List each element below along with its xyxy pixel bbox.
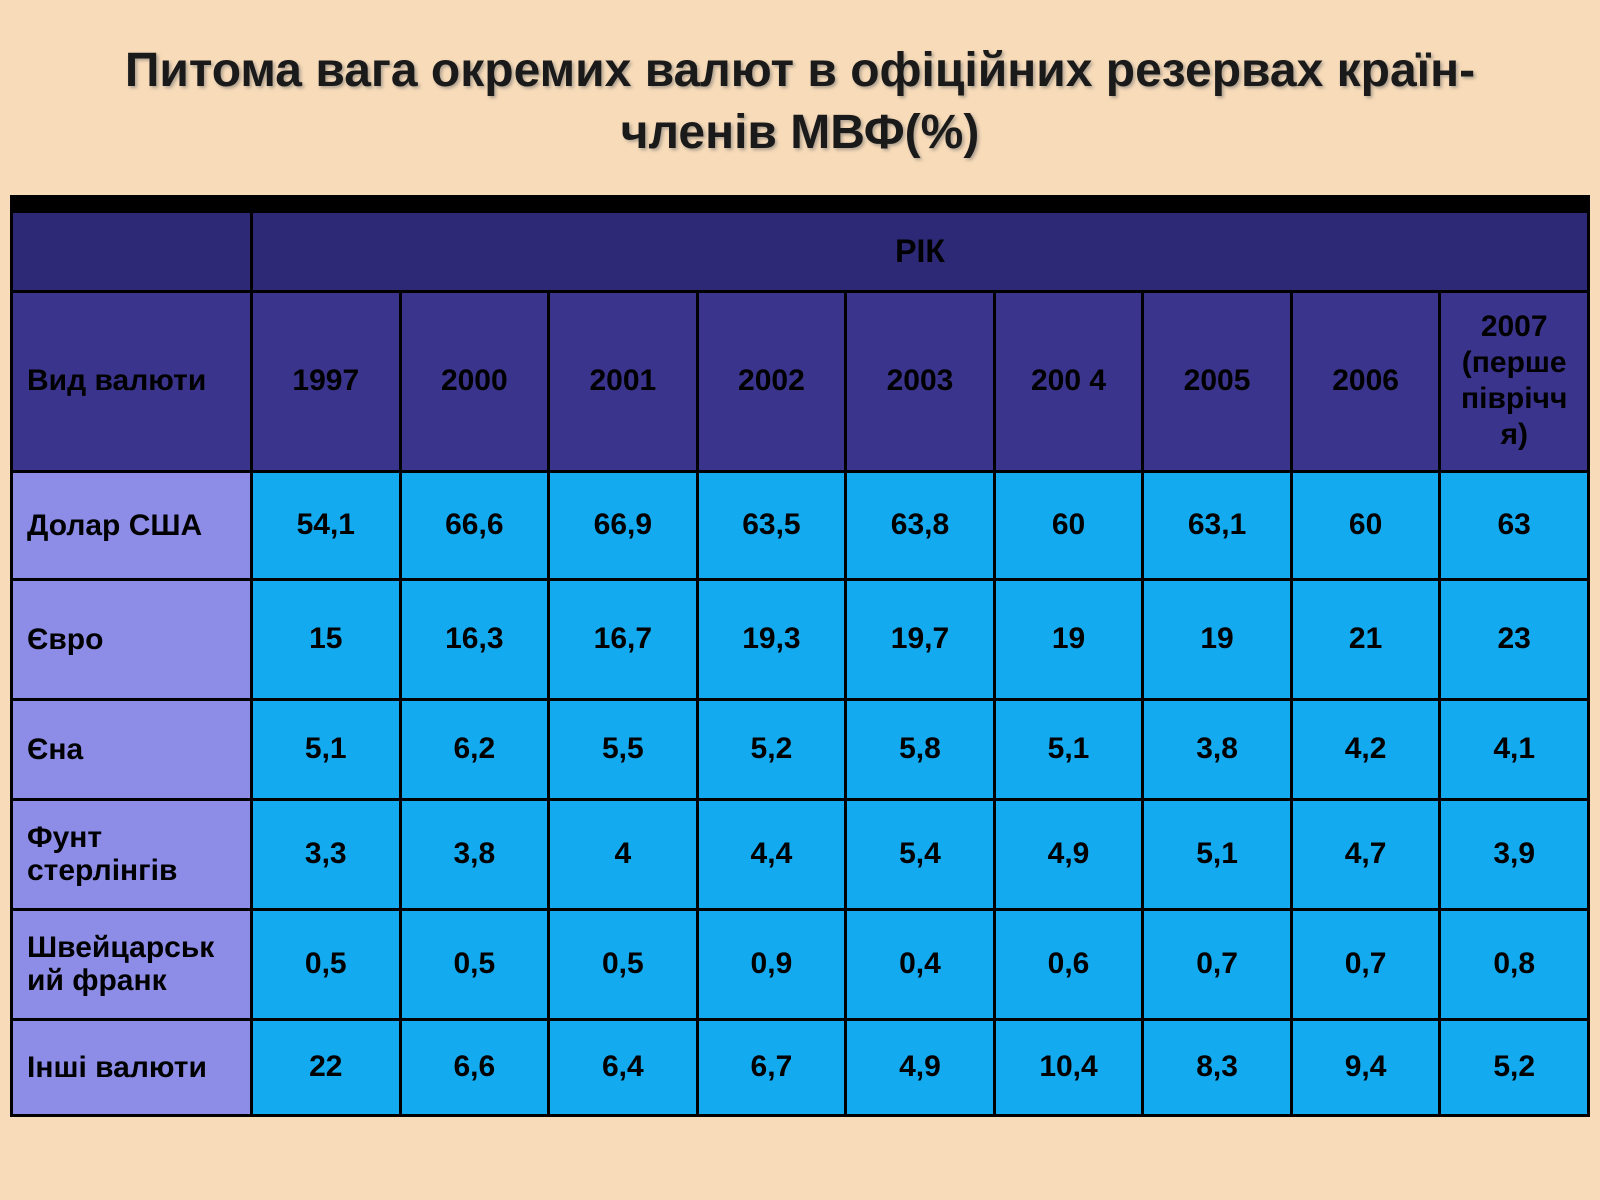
data-cell: 66,9 bbox=[549, 471, 698, 579]
currency-row-label: Швейцарськ ий франк bbox=[12, 909, 252, 1019]
data-cell: 10,4 bbox=[994, 1019, 1143, 1115]
year-column-header: 2006 bbox=[1291, 291, 1440, 471]
data-cell: 19 bbox=[994, 579, 1143, 699]
data-cell: 6,7 bbox=[697, 1019, 846, 1115]
data-cell: 6,4 bbox=[549, 1019, 698, 1115]
data-cell: 0,5 bbox=[400, 909, 549, 1019]
currency-row-label: Інші валюти bbox=[12, 1019, 252, 1115]
data-cell: 0,5 bbox=[252, 909, 401, 1019]
data-cell: 23 bbox=[1440, 579, 1589, 699]
year-column-header: 2007 (перше піврічч я) bbox=[1440, 291, 1589, 471]
data-cell: 60 bbox=[994, 471, 1143, 579]
table-top-border bbox=[10, 195, 1590, 210]
table-row: Євро1516,316,719,319,719192123 bbox=[12, 579, 1589, 699]
table-row: Швейцарськ ий франк0,50,50,50,90,40,60,7… bbox=[12, 909, 1589, 1019]
table-row: Фунт стерлінгів3,33,844,45,44,95,14,73,9 bbox=[12, 799, 1589, 909]
data-cell: 19,7 bbox=[846, 579, 995, 699]
currency-row-label: Євро bbox=[12, 579, 252, 699]
data-cell: 4,7 bbox=[1291, 799, 1440, 909]
data-cell: 5,5 bbox=[549, 699, 698, 799]
table-row: Єна5,16,25,55,25,85,13,84,24,1 bbox=[12, 699, 1589, 799]
table-container: РІК Вид валюти 19972000200120022003200 4… bbox=[0, 195, 1600, 1117]
year-column-header: 2001 bbox=[549, 291, 698, 471]
data-cell: 4,9 bbox=[846, 1019, 995, 1115]
currency-row-label: Фунт стерлінгів bbox=[12, 799, 252, 909]
data-cell: 9,4 bbox=[1291, 1019, 1440, 1115]
data-cell: 60 bbox=[1291, 471, 1440, 579]
year-column-header: 2005 bbox=[1143, 291, 1292, 471]
year-column-header: 2002 bbox=[697, 291, 846, 471]
data-cell: 8,3 bbox=[1143, 1019, 1292, 1115]
data-cell: 0,4 bbox=[846, 909, 995, 1019]
data-cell: 63,8 bbox=[846, 471, 995, 579]
currency-row-label: Долар США bbox=[12, 471, 252, 579]
table-row: Долар США54,166,666,963,563,86063,16063 bbox=[12, 471, 1589, 579]
data-cell: 5,1 bbox=[994, 699, 1143, 799]
data-cell: 3,3 bbox=[252, 799, 401, 909]
year-column-header: 200 4 bbox=[994, 291, 1143, 471]
data-cell: 4,9 bbox=[994, 799, 1143, 909]
data-cell: 6,6 bbox=[400, 1019, 549, 1115]
data-cell: 4,2 bbox=[1291, 699, 1440, 799]
data-cell: 5,2 bbox=[697, 699, 846, 799]
data-cell: 5,8 bbox=[846, 699, 995, 799]
data-cell: 16,7 bbox=[549, 579, 698, 699]
data-cell: 0,8 bbox=[1440, 909, 1589, 1019]
data-cell: 66,6 bbox=[400, 471, 549, 579]
data-cell: 63,5 bbox=[697, 471, 846, 579]
data-cell: 0,7 bbox=[1143, 909, 1292, 1019]
year-column-header: 2003 bbox=[846, 291, 995, 471]
data-cell: 15 bbox=[252, 579, 401, 699]
data-cell: 0,6 bbox=[994, 909, 1143, 1019]
data-cell: 19 bbox=[1143, 579, 1292, 699]
data-cell: 5,1 bbox=[1143, 799, 1292, 909]
data-cell: 3,9 bbox=[1440, 799, 1589, 909]
data-cell: 4,1 bbox=[1440, 699, 1589, 799]
data-cell: 19,3 bbox=[697, 579, 846, 699]
year-group-header: РІК bbox=[252, 211, 1589, 291]
data-cell: 63 bbox=[1440, 471, 1589, 579]
data-cell: 22 bbox=[252, 1019, 401, 1115]
currency-table: РІК Вид валюти 19972000200120022003200 4… bbox=[10, 210, 1590, 1117]
data-cell: 5,4 bbox=[846, 799, 995, 909]
data-cell: 0,9 bbox=[697, 909, 846, 1019]
corner-cell bbox=[12, 211, 252, 291]
data-cell: 0,5 bbox=[549, 909, 698, 1019]
page-title: Питома вага окремих валют в офіційних ре… bbox=[0, 0, 1600, 195]
table-row: Інші валюти226,66,46,74,910,48,39,45,2 bbox=[12, 1019, 1589, 1115]
data-cell: 21 bbox=[1291, 579, 1440, 699]
slide: Питома вага окремих валют в офіційних ре… bbox=[0, 0, 1600, 1200]
table-header-row-2: Вид валюти 19972000200120022003200 42005… bbox=[12, 291, 1589, 471]
data-cell: 3,8 bbox=[400, 799, 549, 909]
data-cell: 5,1 bbox=[252, 699, 401, 799]
data-cell: 0,7 bbox=[1291, 909, 1440, 1019]
currency-row-label: Єна bbox=[12, 699, 252, 799]
table-header-row-1: РІК bbox=[12, 211, 1589, 291]
data-cell: 16,3 bbox=[400, 579, 549, 699]
year-column-header: 2000 bbox=[400, 291, 549, 471]
data-cell: 3,8 bbox=[1143, 699, 1292, 799]
data-cell: 4,4 bbox=[697, 799, 846, 909]
data-cell: 4 bbox=[549, 799, 698, 909]
data-cell: 63,1 bbox=[1143, 471, 1292, 579]
data-cell: 54,1 bbox=[252, 471, 401, 579]
data-cell: 6,2 bbox=[400, 699, 549, 799]
data-cell: 5,2 bbox=[1440, 1019, 1589, 1115]
currency-type-header: Вид валюти bbox=[12, 291, 252, 471]
year-column-header: 1997 bbox=[252, 291, 401, 471]
